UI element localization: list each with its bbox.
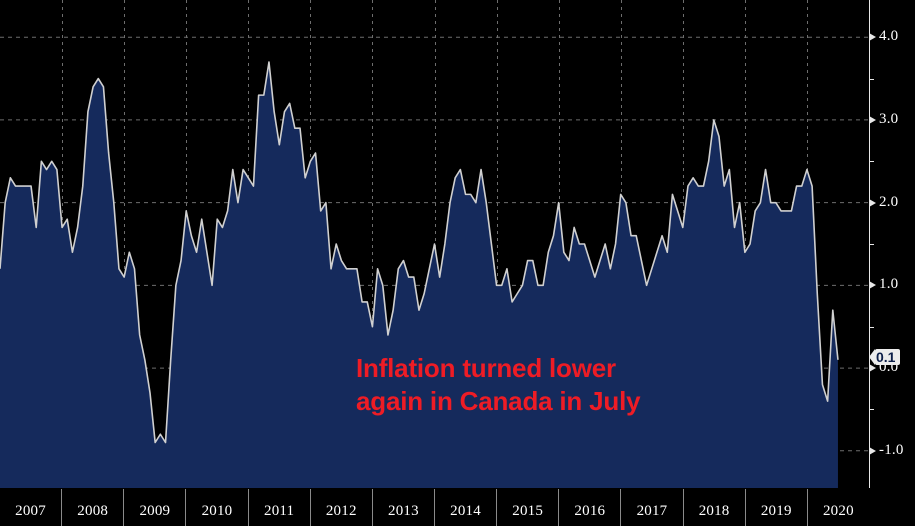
x-axis-label-2012: 2012 <box>325 503 357 519</box>
x-axis-label-2009: 2009 <box>139 503 171 519</box>
y-minor-tick <box>869 409 874 411</box>
y-axis-label-4.0: 4.0 <box>879 28 899 45</box>
y-tick-arrow-4.0 <box>869 33 876 42</box>
y-minor-tick <box>869 244 874 245</box>
x-axis-label-2008: 2008 <box>77 503 109 519</box>
x-axis-tick-2014: 2014 <box>433 489 496 526</box>
x-axis-label-2020: 2020 <box>822 503 854 519</box>
y-tick-arrow-0.0 <box>869 364 876 373</box>
x-axis-label-2014: 2014 <box>450 503 481 519</box>
annotation-line-2: again in Canada in July <box>356 386 641 416</box>
x-axis-label-2017: 2017 <box>636 503 668 519</box>
y-tick-arrow-1.0 <box>869 281 876 290</box>
x-axis-tick-2018: 2018 <box>682 489 745 526</box>
x-axis-label-2015: 2015 <box>512 503 544 519</box>
x-axis-tick-2008: 2008 <box>61 489 123 526</box>
y-tick-arrow-3.0 <box>869 115 876 124</box>
y-axis: 4.0 3.0 2.0 1.0 0.0 -1.0 <box>869 0 915 488</box>
x-axis-label-2013: 2013 <box>388 503 419 519</box>
series-area-fill <box>0 62 838 488</box>
y-minor-tick <box>869 78 874 80</box>
callout-arrow-icon <box>869 348 875 365</box>
x-axis-tick-2013: 2013 <box>371 489 434 526</box>
x-axis-label-2007: 2007 <box>15 503 46 519</box>
y-tick-arrow--1.0 <box>869 446 876 455</box>
y-minor-tick <box>869 326 874 328</box>
annotation-line-1: Inflation turned lower <box>356 353 616 383</box>
plot-area: Inflation turned lower again in Canada i… <box>0 0 869 488</box>
series-line <box>0 61 839 444</box>
y-axis-label--1.0: -1.0 <box>879 441 904 458</box>
x-axis-label-2018: 2018 <box>698 503 730 519</box>
x-axis-label-2016: 2016 <box>574 503 606 519</box>
x-axis-tick-2012: 2012 <box>309 489 372 526</box>
chart-annotation: Inflation turned lower again in Canada i… <box>356 352 686 418</box>
x-axis-tick-2016: 2016 <box>558 489 620 526</box>
last-value-callout: 0.1 <box>869 347 915 367</box>
x-axis-tick-2017: 2017 <box>620 489 682 526</box>
chart-canvas <box>0 0 869 488</box>
y-tick-arrow-2.0 <box>869 198 876 207</box>
y-minor-tick <box>869 161 874 163</box>
x-axis-tick-2019: 2019 <box>744 489 807 526</box>
x-axis-tick-2020: 2020 <box>806 489 869 526</box>
x-axis: 2007 2008 2009 2010 2011 2012 2013 2014 2015 2016… <box>0 489 869 526</box>
y-axis-label-1.0: 1.0 <box>879 276 899 293</box>
y-axis-label-3.0: 3.0 <box>879 110 899 127</box>
x-axis-label-2019: 2019 <box>760 503 792 519</box>
x-axis-tick-2011: 2011 <box>247 489 310 526</box>
last-value-label: 0.1 <box>875 348 901 365</box>
x-axis-label-2011: 2011 <box>264 503 295 519</box>
x-axis-tick-2009: 2009 <box>123 489 185 526</box>
x-axis-label-2010: 2010 <box>201 503 233 519</box>
y-axis-label-2.0: 2.0 <box>879 193 899 210</box>
x-axis-tick-2007: 2007 <box>0 489 61 526</box>
x-axis-tick-2015: 2015 <box>496 489 558 526</box>
x-axis-tick-2010: 2010 <box>185 489 247 526</box>
